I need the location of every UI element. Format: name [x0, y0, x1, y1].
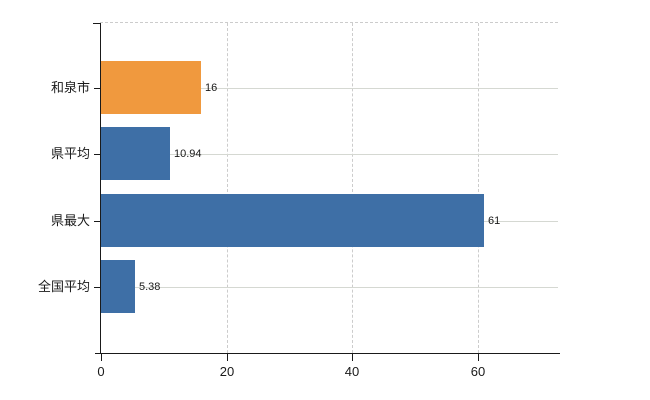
x-axis-tick	[101, 354, 102, 361]
value-label: 10.94	[174, 148, 202, 160]
category-tick	[94, 88, 100, 89]
y-axis-line	[100, 23, 101, 353]
category-tick	[94, 287, 100, 288]
value-label: 61	[488, 215, 501, 227]
gridline-vertical	[352, 23, 353, 353]
category-label: 県最大	[50, 213, 90, 228]
gridline-vertical	[478, 23, 479, 353]
category-label: 全国平均	[37, 279, 90, 294]
gridline-horizontal	[101, 154, 558, 155]
bar	[101, 260, 135, 313]
x-tick-label: 40	[344, 364, 360, 379]
bar	[101, 61, 201, 114]
x-tick-label: 60	[470, 364, 486, 379]
x-axis-tick	[478, 354, 479, 361]
category-tick	[94, 221, 100, 222]
category-label: 県平均	[50, 146, 90, 161]
plot-top-border	[100, 22, 558, 23]
x-axis-line	[95, 353, 560, 354]
gridline-vertical	[227, 23, 228, 353]
value-label: 16	[205, 82, 218, 94]
bar	[101, 127, 170, 180]
value-label: 5.38	[139, 281, 161, 293]
x-axis-tick	[227, 354, 228, 361]
x-axis-tick	[352, 354, 353, 361]
y-axis-top-tick	[93, 23, 100, 24]
gridline-horizontal	[101, 88, 558, 89]
category-tick	[94, 154, 100, 155]
x-tick-label: 20	[219, 364, 235, 379]
bar	[101, 194, 484, 247]
x-tick-label: 0	[97, 364, 105, 379]
gridline-horizontal	[101, 287, 558, 288]
category-label: 和泉市	[50, 80, 90, 95]
